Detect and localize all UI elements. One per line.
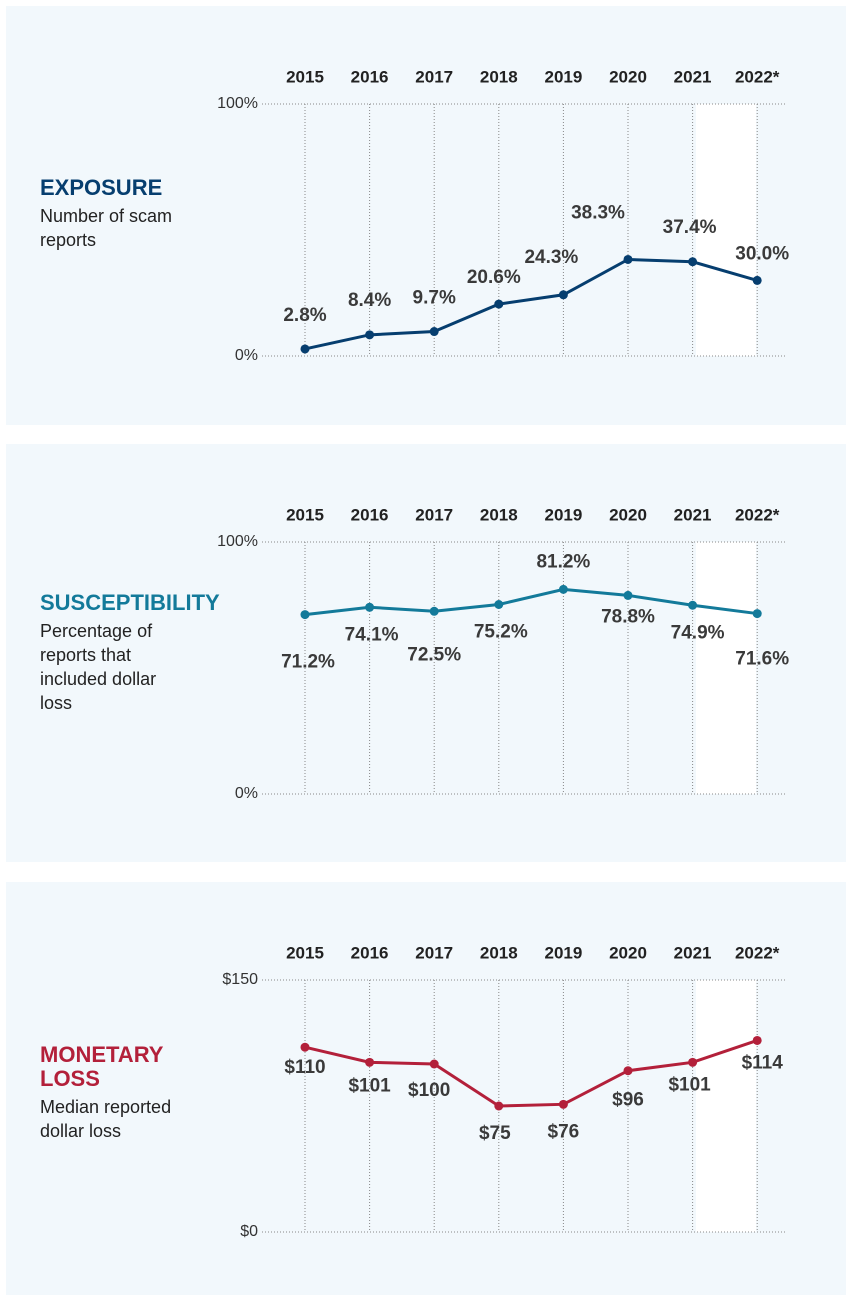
x-tick-label: 2021 (674, 943, 712, 962)
x-tick-label: 2016 (351, 505, 389, 524)
line (304, 587, 758, 617)
x-tick-label: 2015 (286, 505, 324, 524)
point (494, 299, 504, 309)
point (429, 327, 439, 337)
data-label: 71.2% (281, 652, 335, 673)
x-tick-label: 2020 (609, 67, 647, 86)
y-tick-label: 0% (235, 785, 258, 802)
x-tick-label: 2018 (480, 505, 518, 524)
data-label: $110 (284, 1057, 325, 1078)
x-tick-label: 2020 (609, 505, 647, 524)
data-label: $100 (408, 1080, 450, 1101)
x-tick-label: 2016 (351, 67, 389, 86)
data-label: 24.3% (524, 247, 578, 268)
line (304, 1039, 758, 1108)
data-label: 9.7% (413, 288, 456, 309)
x-tick-label: 2022* (735, 505, 780, 524)
data-label: 74.1% (345, 624, 399, 645)
data-label: 78.8% (601, 606, 655, 627)
chart-title: EXPOSURE (40, 175, 163, 200)
x-tick-label: 2019 (544, 505, 582, 524)
x-tick-label: 2015 (286, 943, 324, 962)
x-tick-label: 2021 (674, 505, 712, 524)
point (300, 1042, 310, 1052)
x-tick-label: 2020 (609, 943, 647, 962)
data-label: $96 (612, 1090, 644, 1111)
data-label: $101 (348, 1075, 391, 1096)
point (752, 609, 762, 619)
x-tick-label: 2022* (735, 67, 780, 86)
data-label: 74.9% (671, 622, 725, 643)
chart-title: SUSCEPTIBILITY (40, 590, 220, 615)
data-label: $114 (742, 1052, 784, 1073)
point (752, 1035, 762, 1045)
x-tick-label: 2021 (674, 67, 712, 86)
point (558, 1099, 568, 1109)
y-tick-label: $0 (240, 1223, 258, 1240)
data-label: 38.3% (571, 202, 625, 223)
x-tick-label: 2016 (351, 943, 389, 962)
x-tick-label: 2019 (544, 67, 582, 86)
point (300, 344, 310, 354)
chart-subtitle: Percentage of reports that included doll… (40, 621, 157, 713)
highlight (696, 980, 756, 1232)
point (300, 610, 310, 620)
data-label: 20.6% (467, 267, 521, 288)
point (688, 600, 698, 610)
y-tick-label: 100% (217, 533, 258, 550)
point (365, 602, 375, 612)
data-label: 37.4% (663, 217, 717, 238)
data-label: $75 (479, 1123, 511, 1144)
data-label: 72.5% (407, 644, 461, 665)
point (365, 1057, 375, 1067)
highlight (696, 104, 756, 356)
point (494, 599, 504, 609)
line (304, 257, 758, 351)
y-tick-label: 0% (235, 347, 258, 364)
data-label: 81.2% (536, 551, 590, 572)
data-label: $101 (668, 1074, 711, 1095)
data-label: 8.4% (348, 290, 391, 311)
point (558, 584, 568, 594)
x-tick-label: 2015 (286, 67, 324, 86)
y-tick-label: 100% (217, 95, 258, 112)
data-label: 71.6% (735, 649, 789, 670)
point (623, 1066, 633, 1076)
point (494, 1101, 504, 1111)
point (623, 254, 633, 264)
point (752, 275, 762, 285)
point (623, 590, 633, 600)
point (365, 330, 375, 340)
point (688, 257, 698, 267)
highlight (696, 542, 756, 794)
x-tick-label: 2017 (415, 943, 453, 962)
point (429, 1059, 439, 1069)
data-label: 2.8% (283, 305, 326, 326)
x-tick-label: 2019 (544, 943, 582, 962)
chart-title: MONETARY LOSS (40, 1042, 164, 1091)
data-label: 75.2% (474, 622, 528, 643)
x-tick-label: 2018 (480, 943, 518, 962)
chart-subtitle: Number of scam reports (40, 206, 173, 250)
x-tick-label: 2022* (735, 943, 780, 962)
x-tick-label: 2017 (415, 67, 453, 86)
point (688, 1057, 698, 1067)
data-label: $76 (548, 1121, 580, 1142)
y-tick-label: $150 (222, 971, 258, 988)
point (429, 606, 439, 616)
point (558, 290, 568, 300)
chart-subtitle: Median reported dollar loss (40, 1097, 172, 1141)
x-tick-label: 2017 (415, 505, 453, 524)
x-tick-label: 2018 (480, 67, 518, 86)
data-label: 30.0% (735, 243, 789, 264)
